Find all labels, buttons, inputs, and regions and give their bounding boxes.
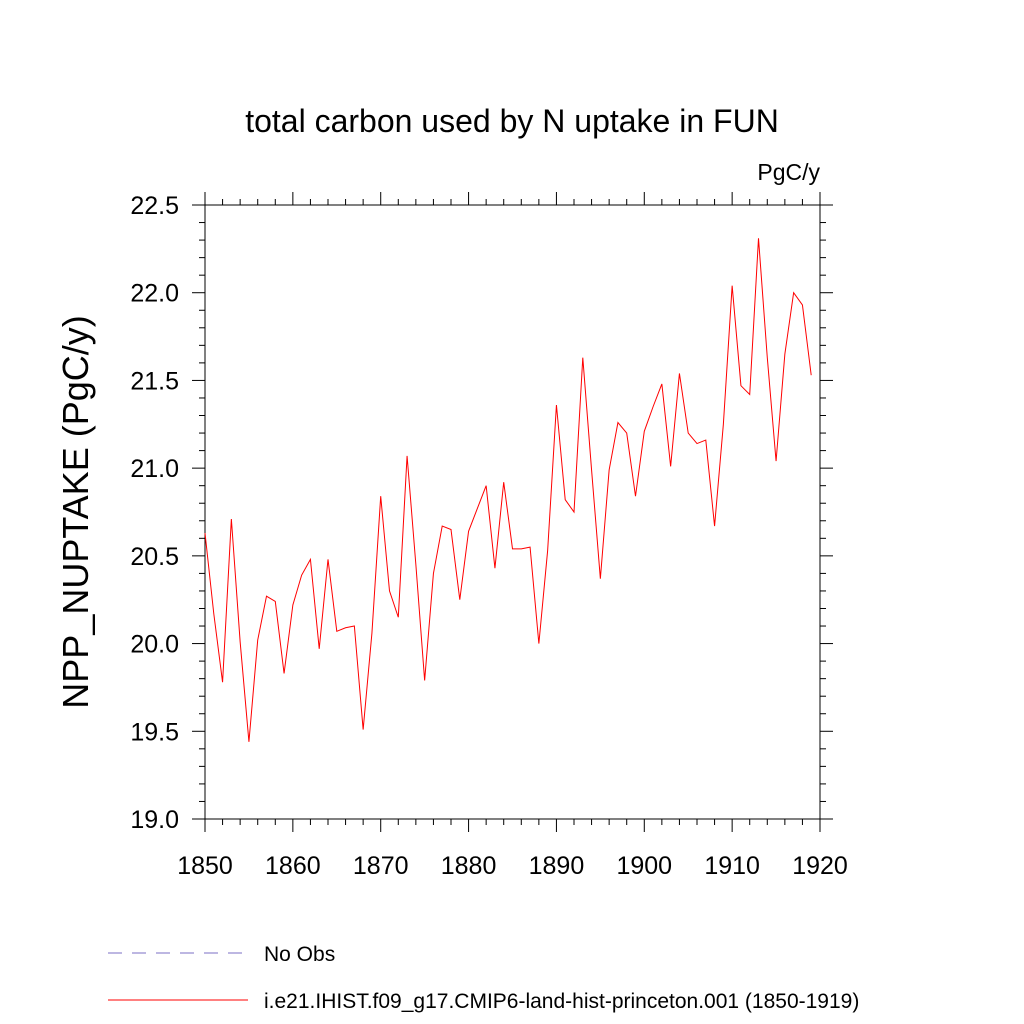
y-tick-label: 21.5 [130,367,179,395]
series-lines [204,238,812,742]
y-tick-label: 22.0 [130,280,179,308]
y-tick-label: 19.5 [130,718,179,746]
legend-label-princeton: i.e21.IHIST.f09_g17.CMIP6-land-hist-prin… [264,990,859,1013]
y-tick-label: 20.5 [130,543,179,571]
y-tick-label: 20.0 [130,631,179,659]
y-tick-label: 21.0 [130,455,179,483]
x-tick-label: 1910 [704,852,760,880]
y-axis-label: NPP_NUPTAKE (PgC/y) [55,315,96,708]
x-tick-label: 1900 [616,852,672,880]
y-tick-labels: 19.0 19.5 20.0 20.5 21.0 21.5 22.0 22.5 [130,192,179,834]
x-tick-label: 1890 [529,852,585,880]
y-tick-label: 22.5 [130,192,179,220]
x-tick-label: 1870 [353,852,409,880]
plot-area [204,204,821,820]
legend: No Obs i.e21.IHIST.f09_g17.CMIP6-land-hi… [108,943,859,1013]
x-tick-label: 1850 [177,852,233,880]
x-tick-label: 1880 [441,852,497,880]
units-label: PgC/y [757,159,820,185]
tick-marks [192,192,833,832]
x-tick-labels: 1850 1860 1870 1880 1890 1900 1910 1920 [177,852,848,880]
x-tick-label: 1860 [265,852,321,880]
legend-label-no-obs: No Obs [264,943,335,966]
x-tick-label: 1920 [792,852,848,880]
series-line-1 [204,238,812,742]
y-tick-label: 19.0 [130,806,179,834]
chart-title: total carbon used by N uptake in FUN [245,103,779,139]
